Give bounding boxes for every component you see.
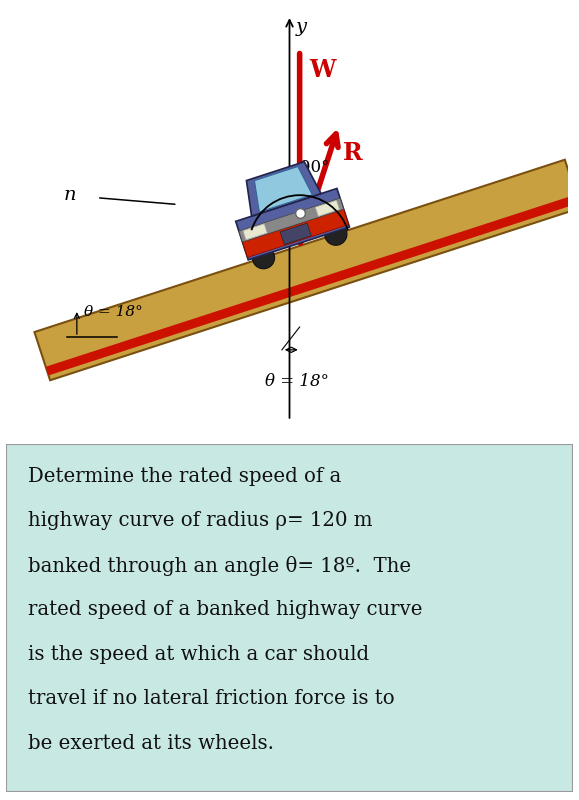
Polygon shape <box>280 223 312 245</box>
Polygon shape <box>316 200 339 216</box>
Text: θ = 18°: θ = 18° <box>265 373 329 390</box>
Text: n: n <box>64 186 76 204</box>
Polygon shape <box>254 166 313 212</box>
Text: is the speed at which a car should: is the speed at which a car should <box>28 645 369 664</box>
Text: banked through an angle θ= 18º.  The: banked through an angle θ= 18º. The <box>28 556 412 576</box>
Text: y: y <box>296 18 307 36</box>
Polygon shape <box>243 209 349 258</box>
Polygon shape <box>236 189 350 260</box>
Text: travel if no lateral friction force is to: travel if no lateral friction force is t… <box>28 690 395 708</box>
Text: W: W <box>309 58 335 82</box>
Text: highway curve of radius ρ= 120 m: highway curve of radius ρ= 120 m <box>28 511 373 530</box>
Polygon shape <box>34 160 579 380</box>
Circle shape <box>252 246 274 269</box>
Polygon shape <box>247 162 321 216</box>
Text: θ = 18°: θ = 18° <box>85 306 143 319</box>
Text: 90°: 90° <box>300 159 329 176</box>
Polygon shape <box>46 194 579 375</box>
Polygon shape <box>243 224 267 240</box>
Text: be exerted at its wheels.: be exerted at its wheels. <box>28 734 274 753</box>
Text: R: R <box>343 141 362 165</box>
Circle shape <box>325 223 347 246</box>
Text: rated speed of a banked highway curve: rated speed of a banked highway curve <box>28 600 423 619</box>
FancyBboxPatch shape <box>6 444 573 792</box>
Text: Determine the rated speed of a: Determine the rated speed of a <box>28 466 342 486</box>
Polygon shape <box>239 198 344 242</box>
